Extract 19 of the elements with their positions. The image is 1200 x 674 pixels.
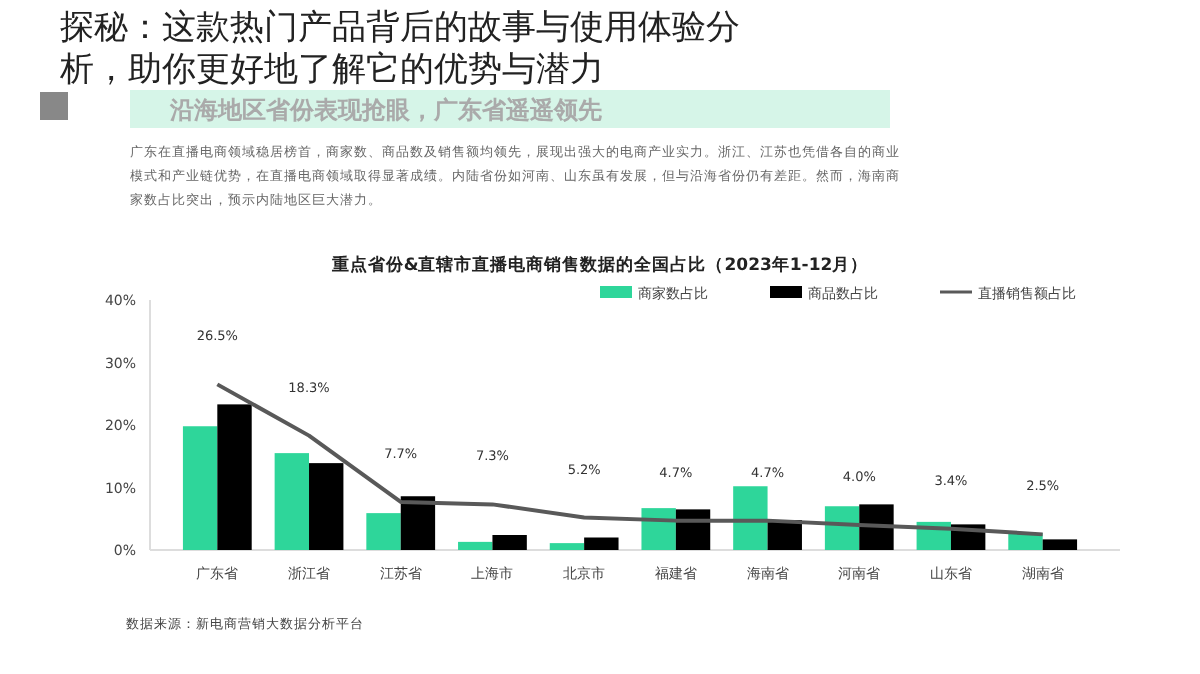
bar	[458, 541, 493, 550]
bar	[274, 453, 310, 550]
chart-title: 重点省份&直辖市直播电商销售数据的全国占比（2023年1-12月）	[329, 254, 869, 276]
bar	[182, 426, 218, 550]
bar	[824, 506, 860, 550]
bar	[217, 404, 252, 550]
bar	[641, 508, 676, 550]
bar	[584, 537, 619, 550]
bar	[675, 509, 711, 550]
bar	[309, 463, 344, 550]
text: 探秘：这款热门产品背后的故事与使用体验分析，助你更好地了解它的优势与潜力	[58, 8, 740, 90]
bar	[859, 504, 894, 550]
bar	[1042, 539, 1078, 550]
bar	[733, 486, 768, 550]
bar	[492, 535, 527, 550]
bar	[400, 496, 436, 550]
bar	[366, 513, 401, 550]
text: 沿海地区省份表现抢眼，广东省遥遥领先	[168, 96, 602, 124]
bar	[549, 543, 585, 550]
